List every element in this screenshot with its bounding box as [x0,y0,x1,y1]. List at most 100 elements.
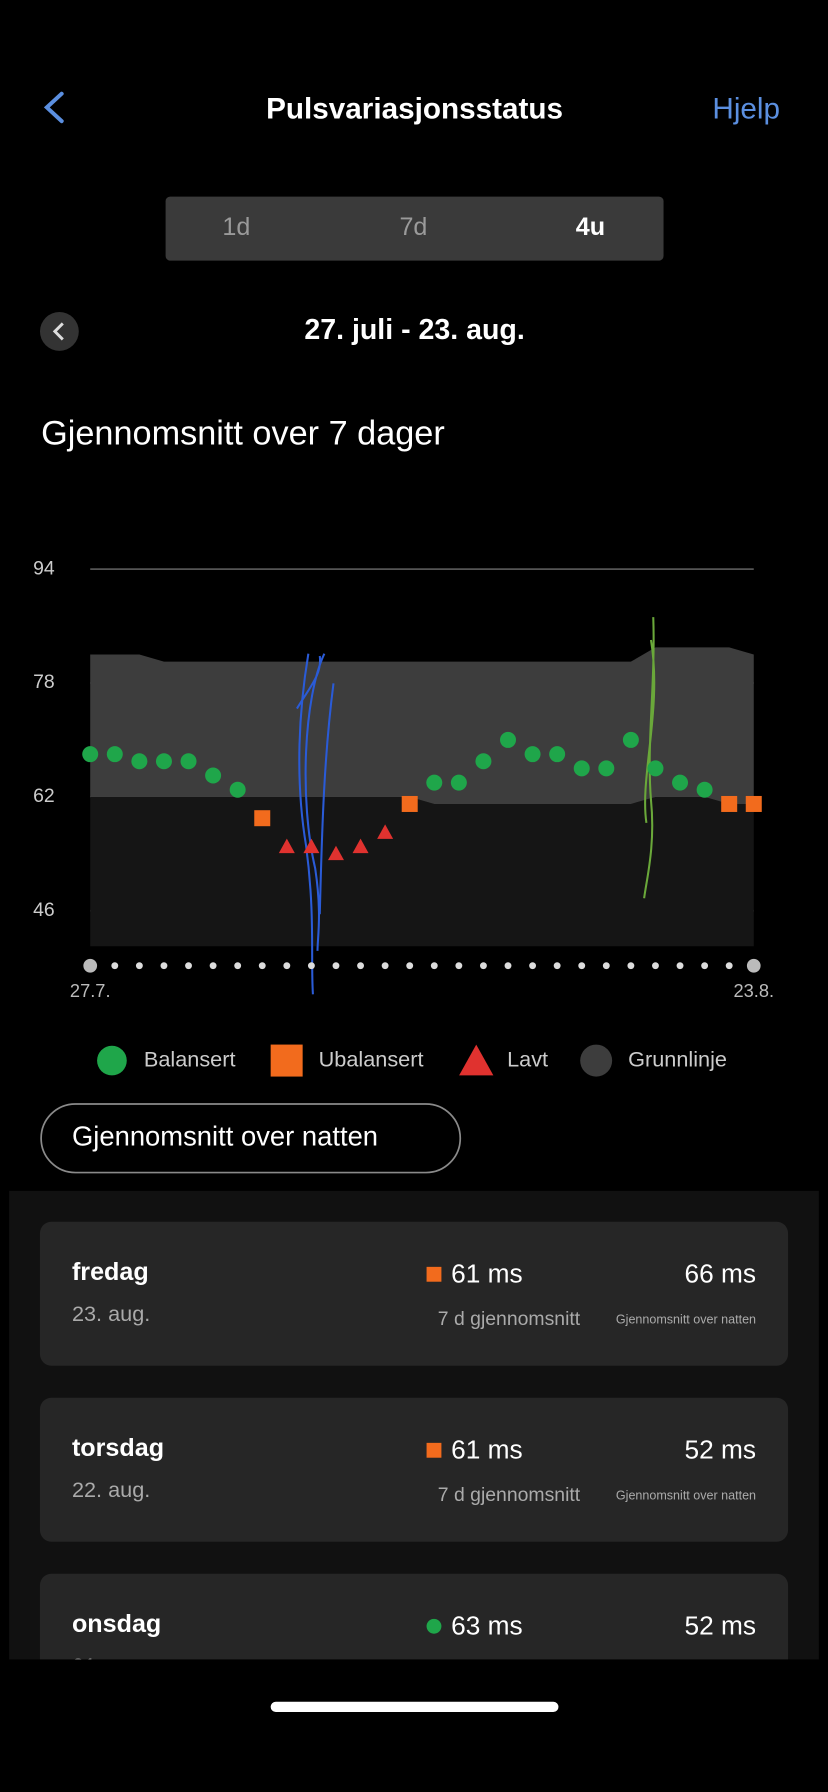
prev-icon [52,322,64,341]
point [426,1442,442,1458]
x-dot [332,962,340,970]
x-tick-label: 27.7. [70,980,111,1001]
avg-value: 61 ms [451,1434,523,1464]
day-card[interactable] [39,1573,789,1718]
day-date: 22. aug. [72,1477,150,1502]
night-button[interactable] [40,1103,462,1174]
night-value: 66 ms [685,1258,757,1288]
x-dot [234,962,242,970]
back-button[interactable] [43,91,64,124]
list: fredag 23. aug. 61 ms 66 ms 7 d gjennomsnitt… [39,1221,789,1718]
home-indicator [270,1701,559,1712]
x-dot [725,962,733,970]
x-dot [480,962,487,970]
x-dot [578,962,586,970]
point [647,760,664,777]
below-band [90,796,754,947]
point [426,774,443,791]
avg-label: 7 d gjennomsnitt [438,1308,581,1330]
x-dot [553,962,561,970]
y-tick-label: 78 [33,671,55,693]
x-dot [258,962,266,970]
avg-label: 7 d gjennomsnitt [438,1484,581,1506]
x-dot [406,962,414,970]
point [426,1618,442,1634]
night-button-label: Gjennomsnitt over natten [72,1121,378,1152]
x-tick-label: 23.8. [733,980,774,1001]
chart-title: Gjennomsnitt over 7 dager [41,414,445,452]
x-dot [357,962,364,970]
legend-marker [580,1044,613,1077]
point [450,774,467,791]
point [426,1266,442,1282]
day-card[interactable] [39,1397,789,1542]
point [82,746,99,763]
x-dot [209,962,217,970]
night-value: 52 ms [685,1610,757,1640]
point [622,731,639,748]
day-name: fredag [72,1258,149,1286]
legend-label: Lavt [507,1046,548,1071]
x-dot [746,958,761,973]
point [500,731,517,748]
day-card[interactable] [39,1221,789,1366]
legend-marker [97,1045,127,1076]
day-name: torsdag [72,1434,164,1462]
x-dot [83,958,98,973]
tab[interactable]: 1d [222,213,250,241]
point [254,810,271,827]
point [106,746,123,763]
legend-label: Grunnlinje [628,1046,727,1071]
x-dot [627,962,635,970]
x-dot [381,962,389,970]
tab[interactable]: 7d [399,213,427,241]
point [327,845,344,861]
tab-bar [165,196,664,261]
point [475,753,492,770]
point [303,838,320,854]
y-tick-label: 62 [33,785,55,807]
day-date: 21. aug. [72,1653,150,1678]
legend-label: Ubalansert [319,1046,424,1071]
help-link[interactable]: Hjelp [712,93,780,126]
x-dot [676,962,684,970]
point [573,760,590,777]
prev-button[interactable] [39,312,79,351]
point [549,746,566,763]
green-scribble [643,617,656,899]
plot: 94 78 62 46 27.7. 23.8. [33,557,774,1001]
point [672,774,689,791]
x-dot [602,962,610,970]
point [278,838,295,854]
night-label: Gjennomsnitt over natten [616,1312,756,1326]
point [131,753,148,770]
point [401,795,418,812]
legend-marker [459,1044,494,1076]
x-dot [529,962,537,970]
tab[interactable]: 4u [576,213,605,241]
point [229,781,246,798]
avg-value: 61 ms [451,1258,523,1288]
point [721,795,738,812]
x-dot [701,962,709,970]
x-dot [135,962,143,970]
x-dot [307,962,315,970]
night-value: 52 ms [685,1434,757,1464]
x-dot [504,962,512,970]
point [377,824,394,839]
point [745,795,762,812]
date-range: 27. juli - 23. aug. [304,314,524,346]
x-dot [185,962,192,970]
legend-label: Balansert [144,1046,236,1071]
point [696,781,713,798]
point [524,746,541,763]
point [180,753,197,770]
title: Pulsvariasjonsstatus [266,93,563,126]
y-tick-label: 94 [33,557,55,579]
point [352,838,369,854]
x-dot [652,962,659,970]
x-dot [160,962,168,970]
night-label: Gjennomsnitt over natten [616,1488,756,1502]
